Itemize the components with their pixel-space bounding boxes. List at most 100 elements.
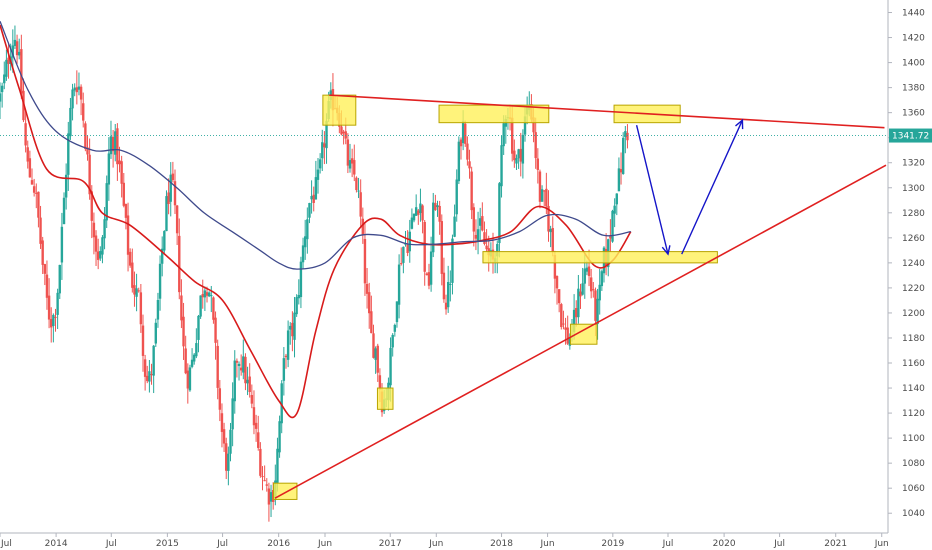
candle-body [109, 136, 113, 155]
candle-body [190, 359, 194, 367]
candle-body [105, 183, 108, 221]
candle-body [557, 289, 561, 304]
candle-body [103, 219, 106, 239]
candle-body [20, 49, 23, 94]
candle-body [282, 358, 286, 381]
candle-body [267, 488, 271, 505]
candle-body [598, 284, 601, 301]
candle-body [560, 304, 563, 328]
candle-body [585, 267, 589, 272]
candle-body [536, 158, 540, 170]
candle-body [404, 243, 407, 245]
candle-body [137, 290, 140, 292]
candle-body [216, 345, 219, 388]
candle-body [624, 131, 627, 138]
candle-body [515, 158, 518, 164]
candle-body [77, 86, 81, 90]
candle-body [577, 288, 580, 318]
candle-body [549, 229, 552, 233]
candle-body [353, 160, 356, 175]
candle-body [451, 238, 454, 283]
price-tick-label: 1200 [902, 309, 925, 319]
candle-body [197, 315, 200, 340]
projection-arrow-head [661, 245, 671, 256]
candle-body [579, 291, 582, 297]
time-tick-label: 2017 [379, 539, 402, 549]
candle-body [459, 139, 463, 147]
candle-body [370, 311, 373, 334]
candle-body [92, 222, 96, 238]
candle-body [146, 375, 149, 382]
candle-body [587, 266, 591, 276]
time-tick-label: 2019 [601, 539, 624, 549]
price-axis-panel[interactable] [888, 0, 932, 550]
candle-body [357, 190, 360, 192]
candle-body [52, 314, 55, 326]
price-tick-label: 1420 [902, 34, 925, 44]
candle-body [237, 363, 241, 366]
candle-body [376, 345, 379, 373]
candle-body [316, 169, 320, 180]
candle-body [30, 180, 34, 185]
price-tick-label: 1260 [902, 234, 925, 244]
candle-body [203, 290, 207, 298]
candle-body [79, 86, 83, 100]
candle-body [233, 360, 236, 402]
candle-body [521, 134, 525, 164]
candle-body [600, 271, 604, 287]
candle-body [56, 292, 59, 315]
candle-body [543, 190, 546, 192]
candle-body [342, 131, 345, 134]
candle-body [101, 237, 104, 255]
candle-body [3, 74, 6, 84]
candle-body [444, 302, 448, 310]
candle-body [540, 189, 544, 202]
candle-body [425, 273, 429, 276]
price-tick-label: 1140 [902, 384, 925, 394]
candle-body [312, 194, 315, 203]
candle-body [88, 154, 91, 195]
candle-body [7, 57, 10, 64]
candle-body [86, 147, 89, 155]
candle-body [291, 322, 294, 337]
candle-body [73, 87, 76, 91]
candle-body [406, 244, 409, 253]
candle-body [583, 268, 586, 284]
candle-body [511, 117, 514, 154]
candle-body [346, 139, 350, 166]
candle-body [45, 274, 49, 298]
time-tick-label: Jul [662, 539, 674, 549]
candle-body [421, 205, 424, 221]
candle-body [263, 480, 266, 482]
candle-body [58, 264, 61, 294]
price-tick-label: 1280 [902, 209, 925, 219]
candle-body [278, 421, 281, 453]
candle-body [412, 213, 416, 221]
candle-body [389, 347, 392, 386]
candle-body [318, 159, 322, 169]
candle-body [122, 182, 125, 206]
candle-body [442, 272, 446, 300]
candle-body [575, 308, 578, 318]
candle-body [611, 210, 614, 242]
candle-body [284, 355, 288, 358]
candle-body [141, 325, 145, 356]
candle-body [348, 160, 352, 169]
candle-body [517, 149, 520, 159]
candle-body [446, 282, 450, 308]
candle-body [427, 272, 431, 286]
candle-body [84, 123, 87, 150]
price-tick-label: 1120 [902, 409, 925, 419]
candle-body [513, 150, 516, 161]
fast-moving-average-line [0, 24, 632, 419]
candle-body [231, 398, 234, 430]
candle-body [186, 370, 190, 389]
candle-body [626, 132, 629, 141]
price-tick-label: 1440 [902, 9, 925, 19]
candle-body [553, 255, 557, 279]
candle-body [248, 376, 251, 393]
candle-body [257, 432, 260, 448]
candle-body [143, 359, 147, 377]
candle-body [163, 231, 166, 251]
current-price-tag-box [889, 128, 932, 143]
